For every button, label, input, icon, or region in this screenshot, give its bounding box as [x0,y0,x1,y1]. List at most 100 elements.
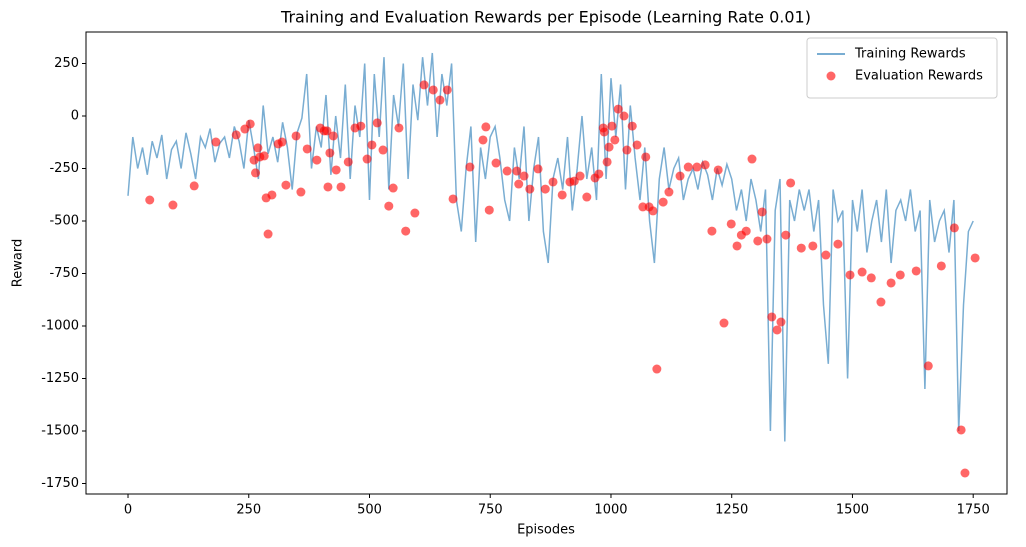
evaluation-point [331,165,341,175]
evaluation-point [683,162,693,172]
evaluation-point [821,250,831,260]
evaluation-point [594,169,604,179]
chart-title: Training and Evaluation Rewards per Epis… [280,8,811,27]
evaluation-point [442,85,452,95]
evaluation-point [622,145,632,155]
evaluation-point [557,190,567,200]
legend-box [806,37,998,99]
evaluation-point [726,219,736,229]
evaluation-point [658,197,668,207]
evaluation-point [435,95,445,105]
x-tick-label: 1250 [715,503,748,518]
evaluation-point [251,168,261,178]
evaluation-point [876,297,886,307]
y-tick-label: -1000 [41,319,79,334]
evaluation-point [343,157,353,167]
evaluation-point [610,135,620,145]
evaluation-point [664,187,674,197]
x-tick-label: 1500 [836,503,869,518]
evaluation-point [719,318,729,328]
legend-label: Evaluation Rewards [855,69,983,84]
evaluation-point [641,152,651,162]
evaluation-point [484,205,494,215]
evaluation-point [367,140,377,150]
evaluation-point [675,171,685,181]
evaluation-point [384,201,394,211]
evaluation-point [512,166,522,176]
y-tick-label: -250 [49,161,79,176]
evaluation-point [613,104,623,114]
evaluation-point [713,165,723,175]
evaluation-point [168,200,178,210]
evaluation-point [808,241,818,251]
evaluation-point [277,137,287,147]
evaluation-point [936,261,946,271]
evaluation-point [602,157,612,167]
evaluation-point [245,119,255,129]
evaluation-point [923,361,933,371]
evaluation-point [465,162,475,172]
evaluation-point [410,208,420,218]
evaluation-point [960,468,970,478]
evaluation-point [648,206,658,216]
evaluation-point [895,270,905,280]
evaluation-point [741,226,751,236]
y-tick-label: 250 [54,56,79,71]
evaluation-point [481,122,491,132]
evaluation-point [328,131,338,141]
evaluation-point [949,223,959,233]
evaluation-point [911,266,921,276]
evaluation-point [604,142,614,152]
legend-label: Training Rewards [854,47,966,62]
evaluation-point [525,184,535,194]
evaluation-point [211,137,221,147]
evaluation-point [796,243,806,253]
evaluation-point [582,192,592,202]
evaluation-point [502,166,512,176]
evaluation-point [291,131,301,141]
evaluation-point [263,229,273,239]
plot-area [127,52,980,478]
evaluation-point [302,144,312,154]
evaluation-point [394,123,404,133]
evaluation-point [259,151,269,161]
evaluation-point [632,140,642,150]
x-axis-label: Episodes [517,523,575,538]
y-axis-label: Reward [11,239,26,287]
evaluation-point [145,195,155,205]
evaluation-point [378,145,388,155]
evaluation-point [781,230,791,240]
evaluation-point [619,111,629,121]
evaluation-point [419,80,429,90]
evaluation-point [514,179,524,189]
evaluation-point [281,180,291,190]
evaluation-point [428,85,438,95]
evaluation-point [189,181,199,191]
legend-swatch [826,71,836,81]
evaluation-point [569,176,579,186]
x-tick-label: 1000 [594,503,627,518]
y-tick-label: -1500 [41,424,79,439]
x-tick-label: 250 [236,503,261,518]
evaluation-point [548,177,558,187]
evaluation-point [772,325,782,335]
evaluation-point [253,143,263,153]
evaluation-point [356,121,366,131]
evaluation-point [533,164,543,174]
evaluation-point [692,162,702,172]
evaluation-point [767,312,777,322]
evaluation-point [388,183,398,193]
evaluation-point [312,155,322,165]
evaluation-point [652,364,662,374]
evaluation-point [401,226,411,236]
evaluation-point [336,182,346,192]
evaluation-point [491,158,501,168]
evaluation-point [638,202,648,212]
evaluation-point [296,187,306,197]
evaluation-point [323,182,333,192]
evaluation-point [776,317,786,327]
evaluation-point [322,126,332,136]
evaluation-point [732,241,742,251]
